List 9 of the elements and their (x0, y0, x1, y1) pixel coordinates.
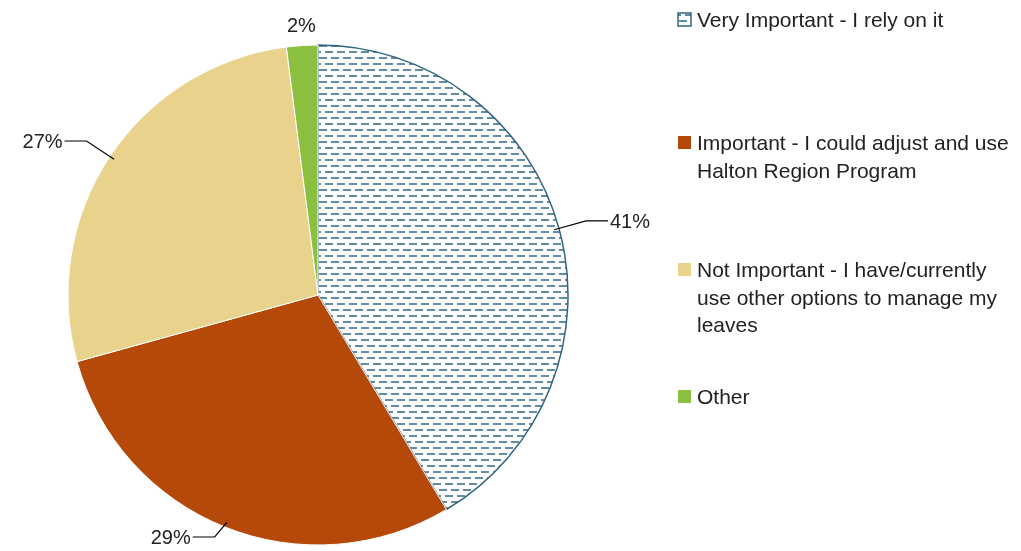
data-label: 41% (609, 209, 651, 232)
legend-label: Other (697, 385, 750, 409)
legend-label: Not Important - I have/currently use other options to manage my leaves (697, 258, 998, 336)
legend-label: Important - I could adjust and use Halton Region Program (697, 131, 1009, 182)
legend-label: Very Important - I rely on it (697, 8, 944, 32)
data-label: 27% (22, 130, 63, 153)
pie-slice (317, 44, 569, 511)
data-label: 29% (150, 526, 191, 548)
data-label: 2% (286, 13, 317, 36)
